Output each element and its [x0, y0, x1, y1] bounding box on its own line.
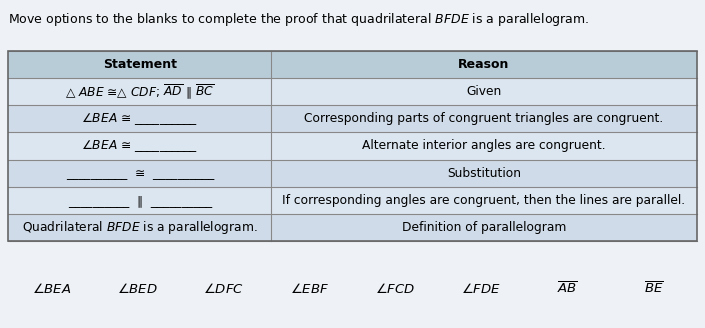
Text: △ $ABE$ ≅△ $CDF$; $\overline{AD}$ ∥ $\overline{BC}$: △ $ABE$ ≅△ $CDF$; $\overline{AD}$ ∥ $\ov… — [66, 82, 214, 101]
Text: ∠$FCD$: ∠$FCD$ — [375, 282, 416, 296]
Text: Corresponding parts of congruent triangles are congruent.: Corresponding parts of congruent triangl… — [305, 112, 663, 125]
Text: ∠$DFC$: ∠$DFC$ — [203, 282, 244, 296]
Bar — [8, 51, 697, 241]
Bar — [8, 159, 697, 187]
Bar — [8, 187, 697, 214]
Bar — [8, 133, 697, 159]
Text: Quadrilateral $BFDE$ is a parallelogram.: Quadrilateral $BFDE$ is a parallelogram. — [22, 219, 258, 236]
Text: ∠$BEA$ ≅ __________: ∠$BEA$ ≅ __________ — [82, 138, 198, 154]
Text: Reason: Reason — [458, 58, 510, 71]
Text: __________  ∥  __________: __________ ∥ __________ — [68, 194, 212, 207]
Text: ∠$BEA$: ∠$BEA$ — [32, 282, 71, 296]
Text: $\overline{AB}$: $\overline{AB}$ — [557, 281, 578, 296]
Text: $\overline{BE}$: $\overline{BE}$ — [644, 281, 663, 296]
Text: Substitution: Substitution — [447, 167, 521, 180]
Bar — [8, 105, 697, 133]
Bar — [8, 51, 697, 78]
Bar — [8, 78, 697, 105]
Text: __________  ≅  __________: __________ ≅ __________ — [66, 167, 214, 180]
Text: ∠$BED$: ∠$BED$ — [117, 282, 158, 296]
Text: If corresponding angles are congruent, then the lines are parallel.: If corresponding angles are congruent, t… — [283, 194, 685, 207]
Text: ∠$BEA$ ≅ __________: ∠$BEA$ ≅ __________ — [82, 111, 198, 127]
Bar — [8, 214, 697, 241]
Text: Given: Given — [467, 85, 502, 98]
Text: Move options to the blanks to complete the proof that quadrilateral $BFDE$ is a : Move options to the blanks to complete t… — [8, 11, 590, 29]
Text: Alternate interior angles are congruent.: Alternate interior angles are congruent. — [362, 139, 606, 153]
Text: Definition of parallelogram: Definition of parallelogram — [402, 221, 566, 234]
Text: ∠$EBF$: ∠$EBF$ — [290, 282, 329, 296]
Text: ∠$FDE$: ∠$FDE$ — [462, 282, 501, 296]
Text: Statement: Statement — [103, 58, 177, 71]
